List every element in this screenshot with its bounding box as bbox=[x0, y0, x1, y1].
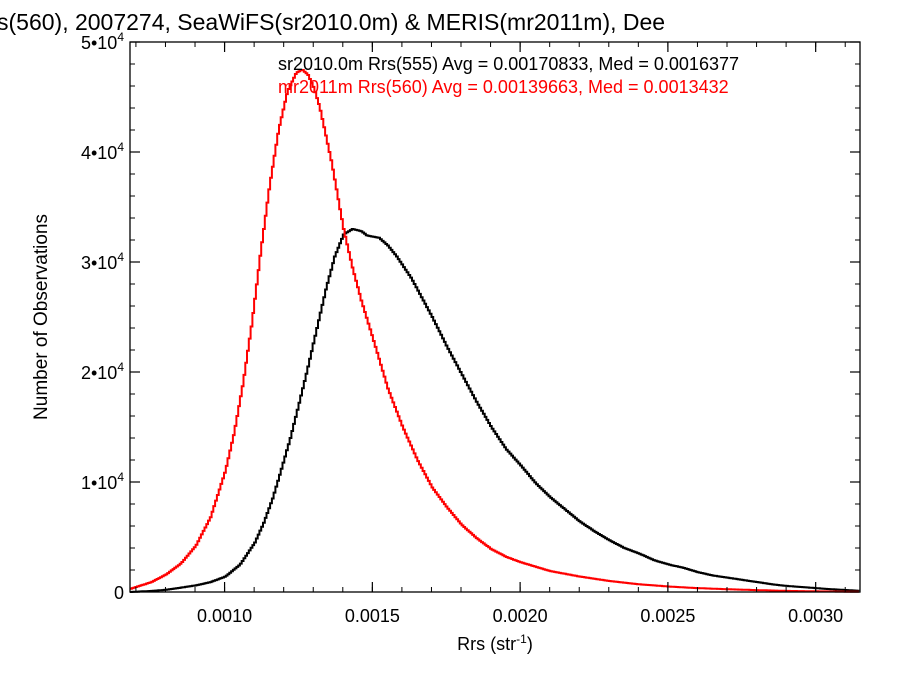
legend-entry-red: mr2011m Rrs(560) Avg = 0.00139663, Med =… bbox=[278, 77, 729, 97]
series-line-1 bbox=[130, 228, 860, 593]
plot-frame bbox=[129, 41, 861, 593]
x-axis-label-superscript: -1 bbox=[516, 632, 527, 646]
y-tick-label-2: 2•104 bbox=[81, 360, 124, 383]
x-tick-label-1: 0.0015 bbox=[345, 606, 400, 626]
x-axis-ticks: 0.0010 0.0015 0.0020 0.0025 0.0030 bbox=[135, 42, 846, 626]
chart-title: s(560), 2007274, SeaWiFS(sr2010.0m) & ME… bbox=[0, 9, 665, 35]
x-axis-label: Rrs (str-1) bbox=[457, 632, 533, 654]
x-tick-label-2: 0.0020 bbox=[493, 606, 548, 626]
x-tick-label-3: 0.0025 bbox=[640, 606, 695, 626]
y-axis-ticks: 0 1•104 2•104 3•104 4•104 5•104 bbox=[81, 30, 860, 603]
x-tick-label-0: 0.0010 bbox=[197, 606, 252, 626]
x-tick-label-4: 0.0030 bbox=[788, 606, 843, 626]
y-tick-label-3: 3•104 bbox=[81, 250, 124, 273]
y-tick-label-5: 5•104 bbox=[81, 30, 124, 53]
x-axis-label-main: Rrs (str bbox=[457, 634, 516, 654]
x-axis-label-close: ) bbox=[527, 634, 533, 654]
y-tick-label-1: 1•104 bbox=[81, 470, 124, 493]
legend-entry-black: sr2010.0m Rrs(555) Avg = 0.00170833, Med… bbox=[278, 54, 739, 74]
y-tick-label-4: 4•104 bbox=[81, 140, 124, 163]
y-axis-label: Number of Observations bbox=[31, 214, 52, 420]
y-tick-label-0: 0 bbox=[114, 583, 124, 603]
